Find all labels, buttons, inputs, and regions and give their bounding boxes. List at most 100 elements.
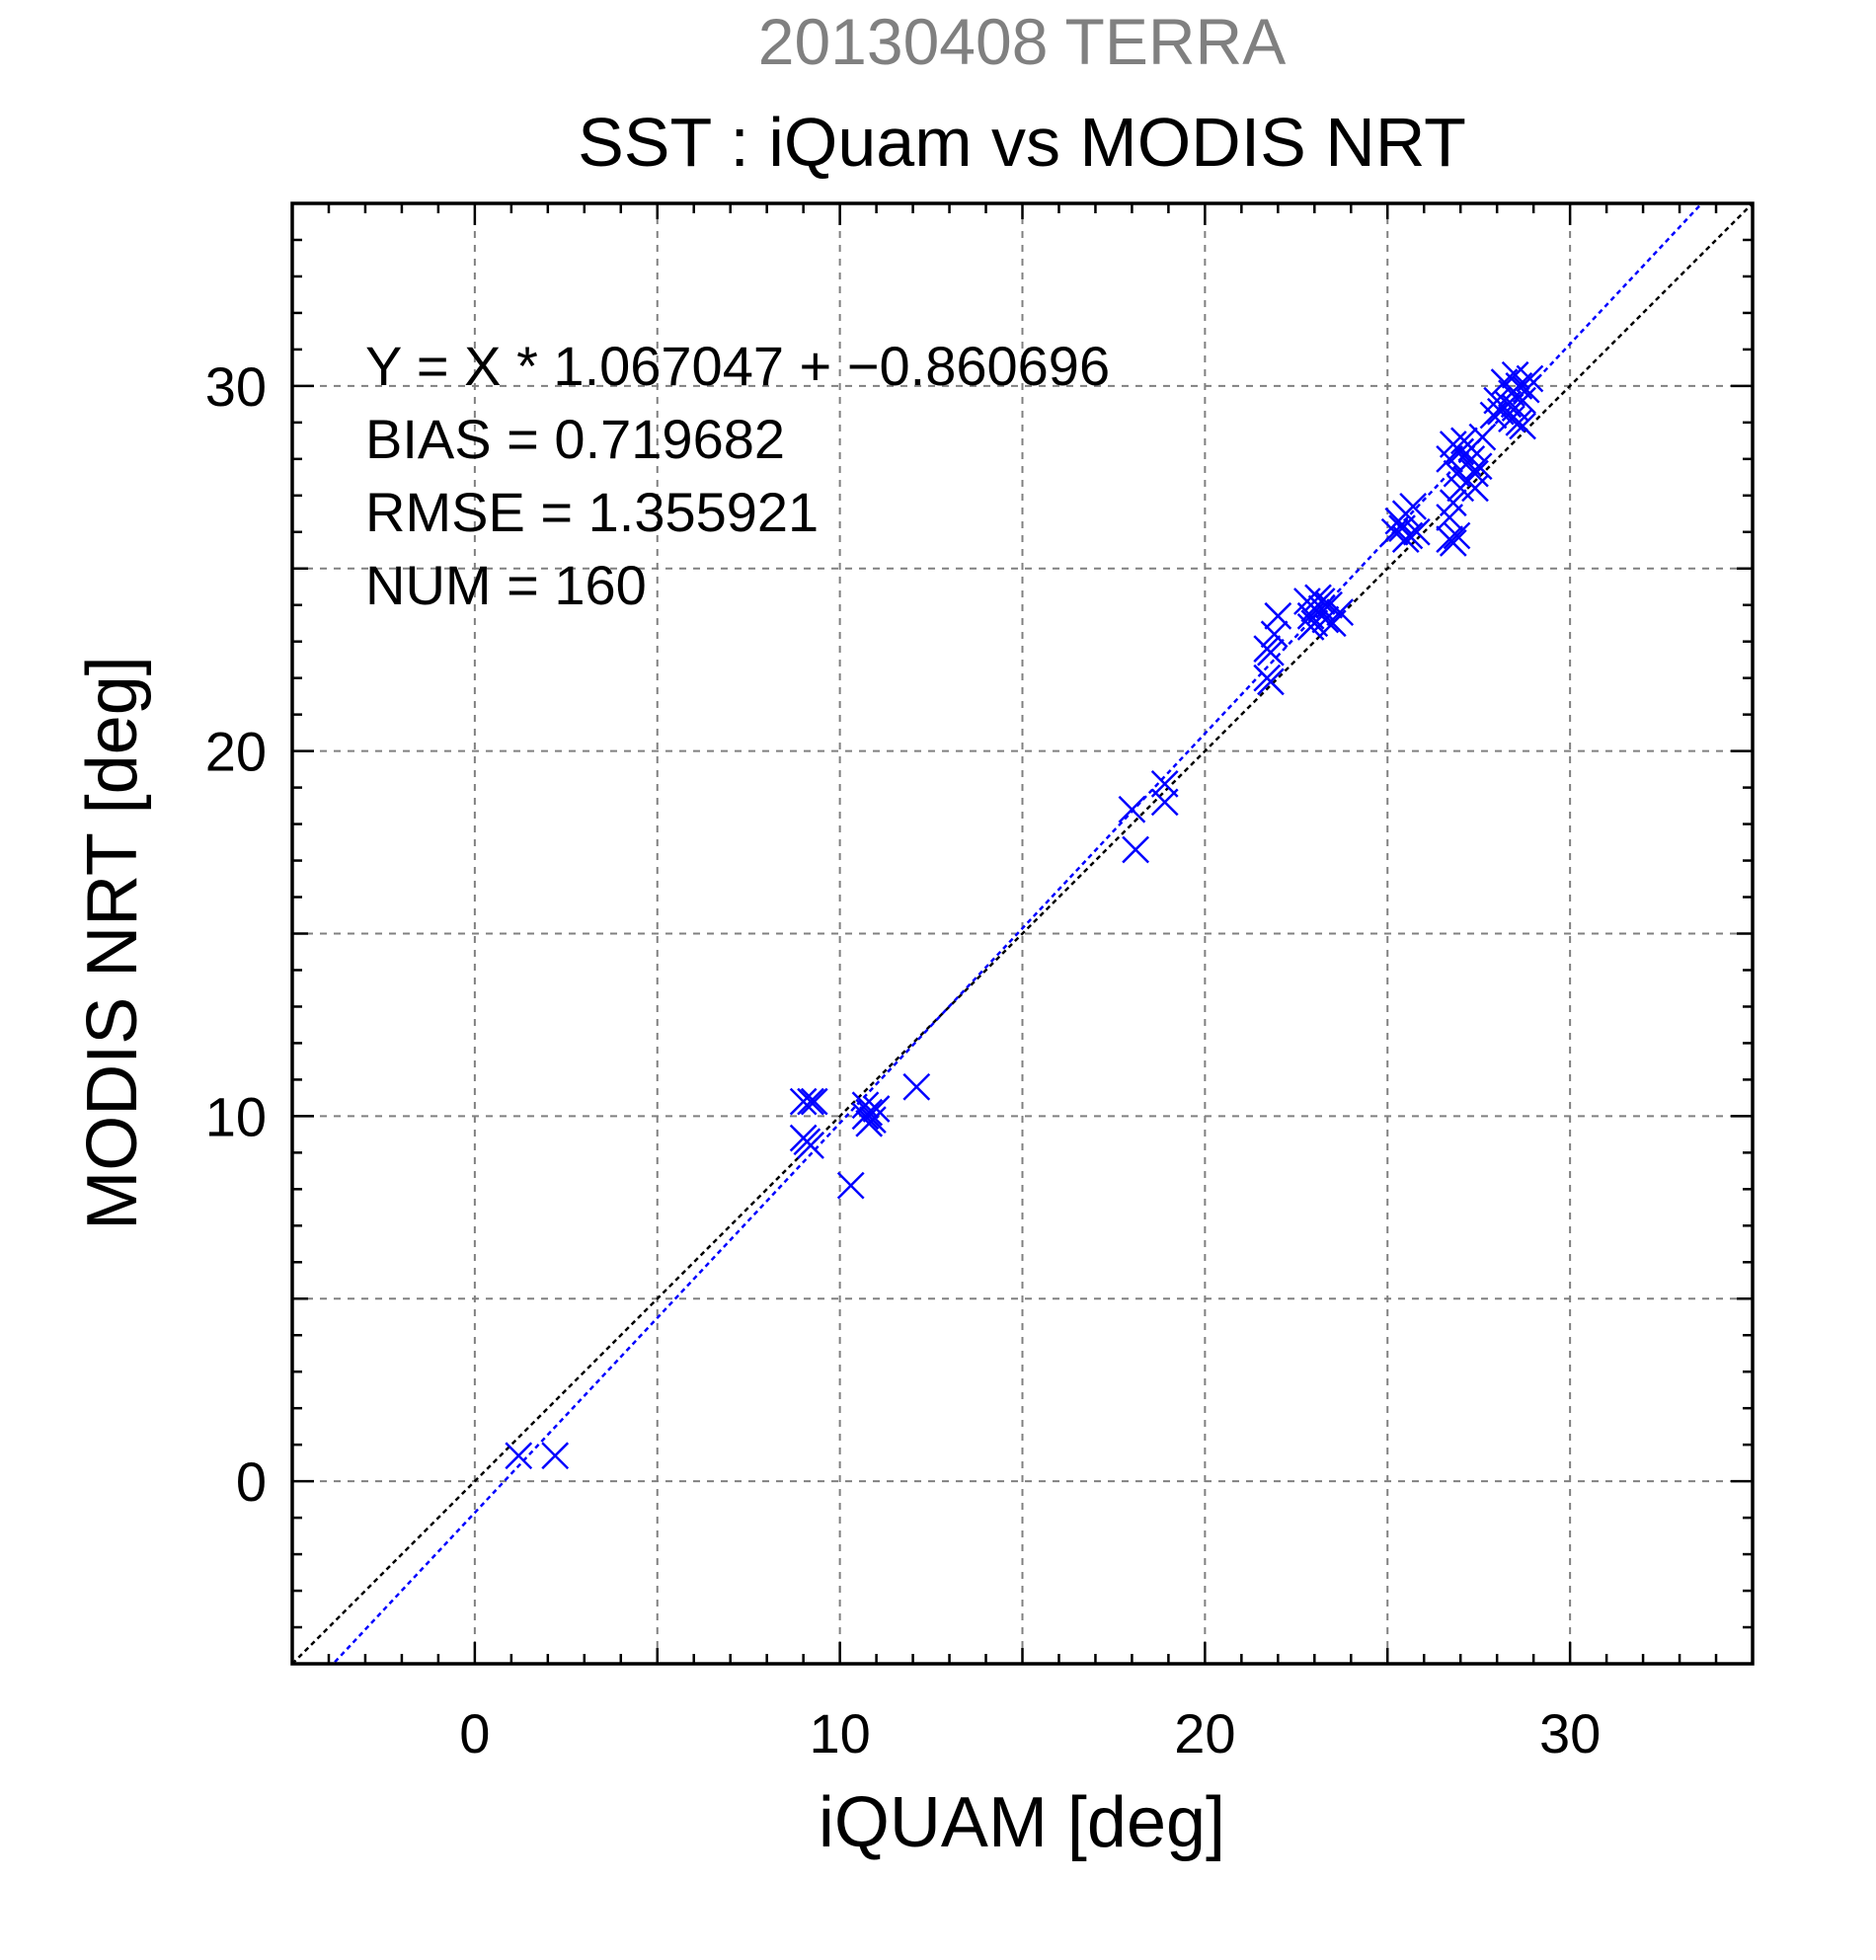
data-point: [1509, 412, 1536, 440]
data-point: [1512, 375, 1540, 404]
data-point: [1307, 588, 1336, 615]
data-point: [1439, 489, 1467, 517]
data-point: [1501, 360, 1529, 389]
reference-line-1to1: [292, 203, 1753, 1664]
data-point: [1483, 386, 1512, 415]
data-point-stroke: [1439, 489, 1467, 517]
annotation-fit-equation: Y = X * 1.067047 + −0.860696: [365, 335, 1110, 397]
data-point: [789, 1124, 818, 1152]
data-point-stroke: [1264, 601, 1292, 630]
data-point-stroke: [1260, 620, 1289, 649]
data-point-stroke: [1501, 360, 1529, 389]
data-point: [902, 1072, 931, 1101]
x-tick-label: 0: [459, 1702, 490, 1764]
data-point-stroke: [1457, 444, 1486, 473]
data-point-stroke: [1439, 528, 1467, 557]
reference-line-layer: [292, 203, 1753, 1664]
annotation-bias: BIAS = 0.719682: [365, 408, 785, 470]
data-point-stroke: [1483, 386, 1512, 415]
data-point: [797, 1087, 824, 1116]
data-point-stroke: [1468, 423, 1497, 451]
data-point: [1296, 613, 1325, 641]
data-point-stroke: [1443, 521, 1471, 550]
data-point: [1264, 601, 1292, 630]
points-layer: [505, 360, 1544, 1470]
data-point-stroke: [1509, 386, 1536, 415]
chart-title: SST : iQuam vs MODIS NRT: [578, 104, 1466, 181]
data-point-stroke: [1118, 795, 1146, 823]
regression-line: [331, 203, 1704, 1664]
data-point: [862, 1095, 891, 1123]
data-point-stroke: [1326, 598, 1355, 627]
data-point-stroke: [1307, 594, 1336, 623]
data-point: [1260, 620, 1289, 649]
data-point: [1307, 594, 1336, 623]
data-point: [1468, 423, 1497, 451]
annotation-num: NUM = 160: [365, 554, 647, 616]
data-point-stroke: [1307, 588, 1336, 615]
chart-subtitle: 20130408 TERRA: [758, 5, 1286, 78]
data-point-stroke: [1380, 517, 1409, 546]
data-point: [1118, 795, 1146, 823]
data-point-stroke: [1253, 635, 1282, 663]
data-point-stroke: [1516, 364, 1544, 393]
data-point: [1457, 444, 1486, 473]
data-point: [1439, 528, 1467, 557]
plot-frame: [290, 201, 1755, 1666]
y-axis-label: MODIS NRT [deg]: [73, 656, 152, 1230]
y-tick-label: 20: [205, 721, 267, 783]
data-point-stroke: [789, 1087, 818, 1116]
data-point-stroke: [862, 1095, 891, 1123]
data-point: [1399, 493, 1428, 520]
data-point-stroke: [855, 1109, 884, 1137]
data-point-stroke: [1461, 474, 1489, 503]
data-point: [789, 1087, 818, 1116]
data-point: [1257, 667, 1285, 696]
data-point-stroke: [541, 1442, 570, 1470]
data-point-stroke: [1446, 474, 1475, 503]
y-tick-label: 30: [205, 355, 267, 418]
data-point: [1253, 635, 1282, 663]
data-point: [1443, 521, 1471, 550]
stats-annotations: Y = X * 1.067047 + −0.860696 BIAS = 0.71…: [365, 335, 1110, 616]
data-point: [1150, 770, 1179, 798]
data-point: [1461, 474, 1489, 503]
x-tick-label: 30: [1539, 1702, 1601, 1764]
data-point-stroke: [1498, 405, 1525, 433]
data-point-stroke: [1446, 437, 1475, 466]
data-point-stroke: [1296, 613, 1325, 641]
data-point: [505, 1442, 533, 1470]
x-axis-label: iQUAM [deg]: [819, 1783, 1225, 1862]
data-point-stroke: [797, 1087, 824, 1116]
data-point-stroke: [1391, 525, 1420, 554]
axis-frame-layer: [290, 201, 1755, 1666]
data-point-stroke: [851, 1091, 880, 1120]
fit-line-layer: [331, 203, 1704, 1664]
data-point: [1326, 598, 1355, 627]
y-tick-label: 0: [236, 1450, 267, 1513]
x-tick-label: 10: [809, 1702, 870, 1764]
data-point: [855, 1109, 884, 1137]
data-point-stroke: [1122, 835, 1150, 864]
data-point-stroke: [1257, 667, 1285, 696]
data-point: [541, 1442, 570, 1470]
data-point: [1122, 835, 1150, 864]
data-point-stroke: [505, 1442, 533, 1470]
data-point-stroke: [1512, 375, 1540, 404]
data-point: [1446, 474, 1475, 503]
data-point-stroke: [1150, 770, 1179, 798]
data-point: [800, 1087, 828, 1116]
data-point-stroke: [1509, 412, 1536, 440]
data-point-stroke: [1399, 493, 1428, 520]
data-point-stroke: [836, 1171, 865, 1200]
data-point-stroke: [789, 1124, 818, 1152]
data-point: [836, 1171, 865, 1200]
y-tick-label: 10: [205, 1085, 267, 1147]
data-point: [1391, 525, 1420, 554]
annotation-rmse: RMSE = 1.355921: [365, 481, 819, 543]
data-point: [851, 1091, 880, 1120]
ticks-layer: 0 10 20 30 0 10 20 30: [205, 203, 1753, 1764]
